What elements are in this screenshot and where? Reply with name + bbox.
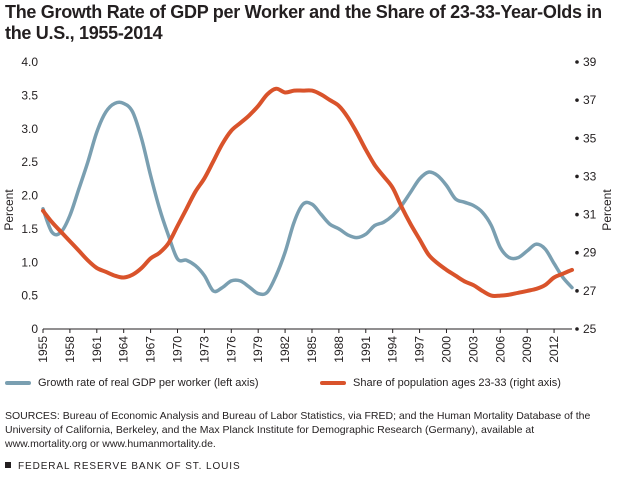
left-tick-label: 0.5 [21, 289, 38, 303]
x-tick-label: 2012 [547, 336, 561, 363]
x-tick-label: 1958 [63, 336, 77, 363]
series-lines [41, 86, 574, 299]
series-line-population-share [41, 86, 574, 299]
x-tick-label: 2003 [466, 336, 480, 363]
left-tick-label: 1.5 [21, 222, 38, 236]
left-tick-label: 0 [31, 322, 38, 336]
left-axis-ticks: 0 0.5 1.0 1.5 2.0 2.5 3.0 3.5 4.0 [21, 55, 38, 336]
right-tick-label: 29 [583, 246, 597, 260]
x-tick-label: 1964 [117, 336, 131, 363]
legend-label-gdp-growth: Growth rate of real GDP per worker (left… [38, 377, 259, 389]
right-tick-bullet [575, 327, 579, 331]
left-tick-label: 2.0 [21, 189, 38, 203]
legend-item-population-share: Share of population ages 23-33 (right ax… [320, 377, 561, 389]
legend-label-population-share: Share of population ages 23-33 (right ax… [353, 377, 561, 389]
footer-label: FEDERAL RESERVE BANK OF ST. LOUIS [18, 461, 241, 472]
footer-square-icon [5, 462, 11, 468]
right-tick-label: 27 [583, 284, 597, 298]
chart-title: The Growth Rate of GDP per Worker and th… [5, 2, 602, 43]
right-tick-label: 33 [583, 169, 597, 183]
x-tick-label: 1979 [251, 336, 265, 363]
x-tick-label: 1991 [359, 336, 373, 363]
right-tick-bullet [575, 60, 579, 64]
x-tick-label: 1973 [197, 336, 211, 363]
left-tick-label: 1.0 [21, 255, 38, 269]
x-tick-label: 2009 [520, 336, 534, 363]
legend-swatch-population-share [320, 381, 346, 386]
x-tick-label: 1955 [36, 336, 50, 363]
x-tick-label: 2006 [493, 336, 507, 363]
x-tick-label: 1988 [332, 336, 346, 363]
right-tick-label: 39 [583, 55, 597, 69]
line-chart: 0 0.5 1.0 1.5 2.0 2.5 3.0 3.5 4.0 25 27 29 31 33 35 37… [2, 55, 614, 363]
legend-swatch-gdp-growth [5, 381, 31, 386]
left-tick-label: 3.0 [21, 122, 38, 136]
x-tick-label: 1970 [170, 336, 184, 363]
x-tick-label: 1985 [305, 336, 319, 363]
right-tick-label: 25 [583, 322, 597, 336]
right-tick-label: 31 [583, 208, 597, 222]
x-tick-label: 1994 [386, 336, 400, 363]
x-axis-ticks: 1955 1958 1961 1964 1967 1970 1973 1976 1979 1982… [36, 329, 561, 363]
right-tick-bullet [575, 136, 579, 141]
right-axis-ticks: 25 27 29 31 33 35 37 39 [575, 55, 597, 336]
footer: FEDERAL RESERVE BANK OF ST. LOUIS [5, 461, 241, 472]
x-tick-label: 1982 [278, 336, 292, 363]
series-line-gdp-growth [41, 100, 574, 297]
x-tick-label: 1976 [224, 336, 238, 363]
left-tick-label: 4.0 [21, 55, 38, 69]
right-tick-bullet [575, 289, 579, 293]
right-tick-label: 35 [583, 131, 597, 145]
x-tick-label: 2000 [439, 336, 453, 363]
left-axis-title: Percent [2, 189, 16, 231]
right-tick-bullet [575, 212, 579, 217]
right-axis-title: Percent [600, 189, 614, 231]
legend-item-gdp-growth: Growth rate of real GDP per worker (left… [5, 377, 258, 389]
right-tick-bullet [575, 174, 579, 179]
right-tick-label: 37 [583, 93, 597, 107]
x-tick-label: 1967 [144, 336, 158, 363]
left-tick-label: 2.5 [21, 155, 38, 169]
left-tick-label: 3.5 [21, 88, 38, 102]
right-tick-bullet [575, 98, 579, 102]
x-tick-label: 1997 [413, 336, 427, 363]
right-tick-bullet [575, 250, 579, 255]
sources-note: SOURCES: Bureau of Economic Analysis and… [5, 410, 591, 450]
x-tick-label: 1961 [90, 336, 104, 363]
